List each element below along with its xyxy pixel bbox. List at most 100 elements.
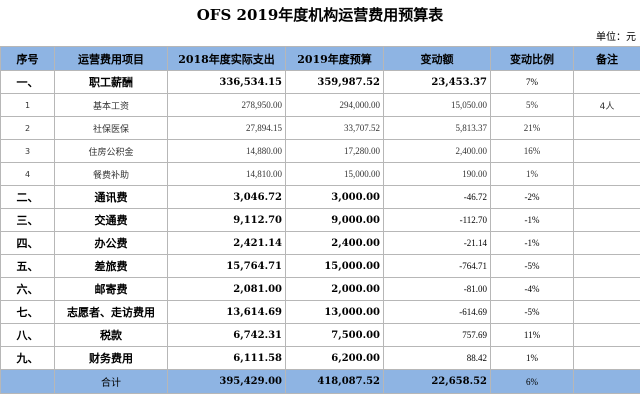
cell-change: -81.00 xyxy=(383,277,491,301)
cell-actual-2018: 6,742.31 xyxy=(167,323,286,347)
cell-seq: 三、 xyxy=(0,208,55,232)
cell-seq: 七、 xyxy=(0,300,55,324)
cell-ratio: -4% xyxy=(490,277,574,301)
cell-actual-2018: 27,894.15 xyxy=(167,116,286,140)
table-row-category: 三、 交通费 9,112.70 9,000.00 -112.70 -1% xyxy=(0,208,640,232)
cell-budget-2019: 359,987.52 xyxy=(285,70,384,94)
cell-change: -21.14 xyxy=(383,231,491,255)
cell-seq: 一、 xyxy=(0,70,55,94)
cell-budget-2019: 15,000.00 xyxy=(285,162,384,186)
cell-total-change: 22,658.52 xyxy=(383,369,491,394)
cell-seq: 二、 xyxy=(0,185,55,209)
cell-actual-2018: 6,111.58 xyxy=(167,346,286,370)
cell-budget-2019: 3,000.00 xyxy=(285,185,384,209)
cell-change: 23,453.37 xyxy=(383,70,491,94)
table-row-category: 五、 差旅费 15,764.71 15,000.00 -764.71 -5% xyxy=(0,254,640,278)
cell-actual-2018: 14,880.00 xyxy=(167,139,286,163)
budget-table: 序号 运营费用项目 2018年度实际支出 2019年度预算 变动额 变动比例 备… xyxy=(0,46,640,394)
cell-actual-2018: 15,764.71 xyxy=(167,254,286,278)
cell-change: -764.71 xyxy=(383,254,491,278)
cell-seq: 2 xyxy=(0,116,55,140)
unit-label: 单位：元 xyxy=(596,32,636,43)
cell-item: 基本工资 xyxy=(54,93,168,117)
cell-seq: 九、 xyxy=(0,346,55,370)
table-row-category: 七、 志愿者、走访费用 13,614.69 13,000.00 -614.69 -5% xyxy=(0,300,640,324)
cell-ratio: 1% xyxy=(490,162,574,186)
cell-actual-2018: 2,421.14 xyxy=(167,231,286,255)
cell-item: 税款 xyxy=(54,323,168,347)
cell-budget-2019: 6,200.00 xyxy=(285,346,384,370)
table-row-subitem: 4 餐费补助 14,810.00 15,000.00 190.00 1% xyxy=(0,162,640,186)
cell-total-budget-2019: 418,087.52 xyxy=(285,369,384,394)
cell-item: 财务费用 xyxy=(54,346,168,370)
table-row-subitem: 1 基本工资 278,950.00 294,000.00 15,050.00 5% 4人 xyxy=(0,93,640,117)
cell-note: 4人 xyxy=(573,93,640,117)
cell-change: -46.72 xyxy=(383,185,491,209)
cell-note xyxy=(573,70,640,94)
header-cell-change: 变动额 xyxy=(383,46,491,71)
cell-budget-2019: 7,500.00 xyxy=(285,323,384,347)
cell-budget-2019: 33,707.52 xyxy=(285,116,384,140)
cell-actual-2018: 3,046.72 xyxy=(167,185,286,209)
header-cell-actual-2018: 2018年度实际支出 xyxy=(167,46,286,71)
cell-total-actual-2018: 395,429.00 xyxy=(167,369,286,394)
cell-ratio: 16% xyxy=(490,139,574,163)
cell-budget-2019: 2,000.00 xyxy=(285,277,384,301)
cell-change: -614.69 xyxy=(383,300,491,324)
cell-ratio: -1% xyxy=(490,208,574,232)
table-row-category: 八、 税款 6,742.31 7,500.00 757.69 11% xyxy=(0,323,640,347)
cell-ratio: 1% xyxy=(490,346,574,370)
table-row-category: 四、 办公费 2,421.14 2,400.00 -21.14 -1% xyxy=(0,231,640,255)
header-cell-budget-2019: 2019年度预算 xyxy=(285,46,384,71)
cell-note xyxy=(573,162,640,186)
cell-note xyxy=(573,231,640,255)
cell-total-label: 合计 xyxy=(54,369,168,394)
cell-actual-2018: 2,081.00 xyxy=(167,277,286,301)
cell-ratio: 5% xyxy=(490,93,574,117)
cell-note xyxy=(573,323,640,347)
cell-budget-2019: 15,000.00 xyxy=(285,254,384,278)
cell-change: 2,400.00 xyxy=(383,139,491,163)
table-row-category: 二、 通讯费 3,046.72 3,000.00 -46.72 -2% xyxy=(0,185,640,209)
header-row: 序号 运营费用项目 2018年度实际支出 2019年度预算 变动额 变动比例 备… xyxy=(0,46,640,71)
cell-note xyxy=(573,116,640,140)
cell-actual-2018: 9,112.70 xyxy=(167,208,286,232)
cell-item: 邮寄费 xyxy=(54,277,168,301)
cell-total-seq xyxy=(0,369,55,394)
header-cell-ratio: 变动比例 xyxy=(490,46,574,71)
cell-actual-2018: 336,534.15 xyxy=(167,70,286,94)
cell-ratio: 7% xyxy=(490,70,574,94)
cell-seq: 1 xyxy=(0,93,55,117)
table-row-subitem: 3 住房公积金 14,880.00 17,280.00 2,400.00 16% xyxy=(0,139,640,163)
cell-item: 通讯费 xyxy=(54,185,168,209)
cell-change: 190.00 xyxy=(383,162,491,186)
cell-ratio: -5% xyxy=(490,254,574,278)
cell-item: 餐费补助 xyxy=(54,162,168,186)
cell-ratio: 11% xyxy=(490,323,574,347)
cell-ratio: -5% xyxy=(490,300,574,324)
cell-seq: 3 xyxy=(0,139,55,163)
cell-note xyxy=(573,300,640,324)
table-row-subitem: 2 社保医保 27,894.15 33,707.52 5,813.37 21% xyxy=(0,116,640,140)
cell-total-note xyxy=(573,369,640,394)
cell-item: 志愿者、走访费用 xyxy=(54,300,168,324)
cell-budget-2019: 2,400.00 xyxy=(285,231,384,255)
table-row-total: 合计 395,429.00 418,087.52 22,658.52 6% xyxy=(0,369,640,394)
cell-note xyxy=(573,208,640,232)
header-cell-note: 备注 xyxy=(573,46,640,71)
cell-ratio: 21% xyxy=(490,116,574,140)
table-row-category: 六、 邮寄费 2,081.00 2,000.00 -81.00 -4% xyxy=(0,277,640,301)
cell-item: 住房公积金 xyxy=(54,139,168,163)
cell-budget-2019: 17,280.00 xyxy=(285,139,384,163)
cell-note xyxy=(573,254,640,278)
cell-change: -112.70 xyxy=(383,208,491,232)
cell-actual-2018: 14,810.00 xyxy=(167,162,286,186)
cell-change: 5,813.37 xyxy=(383,116,491,140)
header-cell-item: 运营费用项目 xyxy=(54,46,168,71)
table-row-category: 九、 财务费用 6,111.58 6,200.00 88.42 1% xyxy=(0,346,640,370)
cell-item: 交通费 xyxy=(54,208,168,232)
cell-seq: 4 xyxy=(0,162,55,186)
cell-seq: 六、 xyxy=(0,277,55,301)
cell-budget-2019: 13,000.00 xyxy=(285,300,384,324)
